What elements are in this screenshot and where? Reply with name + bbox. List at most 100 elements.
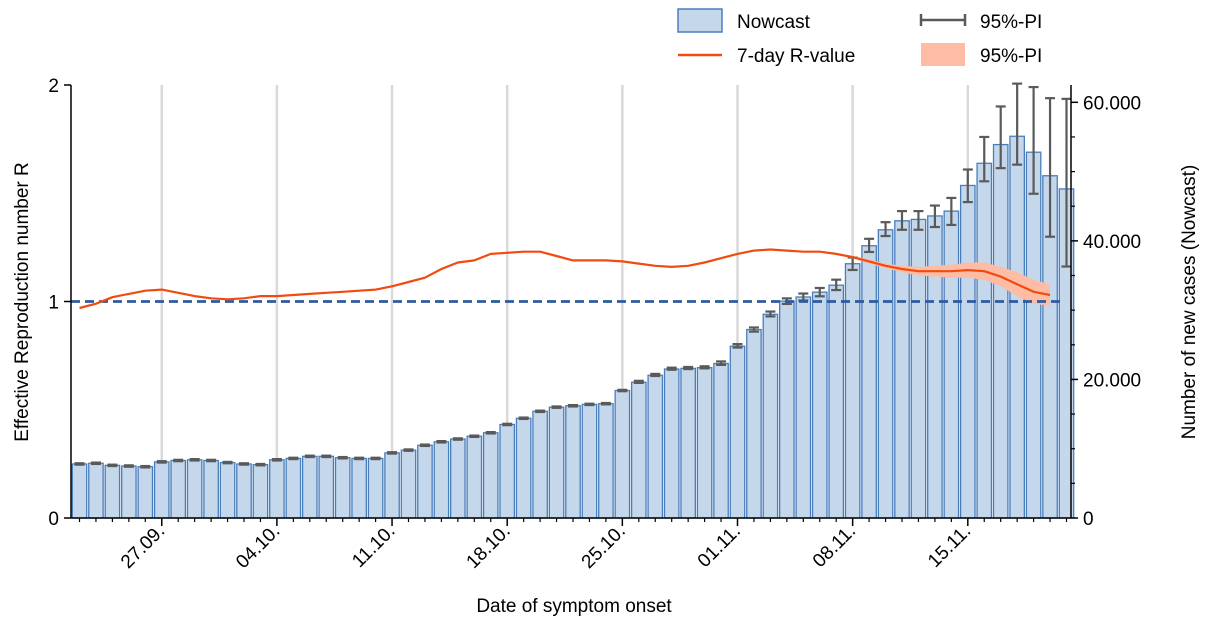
errorbar-04.10.: [271, 458, 282, 462]
bar-29.09.: [186, 459, 203, 519]
bar-27.10.: [647, 374, 664, 519]
errorbar-20.11.: [1045, 97, 1056, 238]
bar-30.10.: [696, 367, 713, 519]
bar-05.11.: [795, 296, 812, 519]
errorbar-03.10.: [255, 462, 266, 467]
bar-24.10.: [598, 403, 614, 519]
bar-01.10.: [219, 461, 236, 519]
errorbar-26.10.: [633, 379, 644, 385]
bar-04.10.: [269, 459, 285, 519]
errorbar-25.10.: [617, 388, 628, 393]
left-tick-label-1: 1: [48, 293, 59, 314]
left-tick-label-0: 0: [48, 509, 59, 530]
right-axis-label: Number of new cases (Nowcast): [1179, 165, 1200, 440]
errorbar-23.10.: [584, 402, 595, 407]
errorbar-09.10.: [354, 456, 365, 461]
bar-12.11.: [910, 218, 927, 519]
bar-03.11.: [762, 313, 779, 519]
errorbar-10.11.: [880, 221, 891, 238]
left-axis-ticks: 0 1 2: [48, 76, 71, 530]
bar-10.10.: [367, 457, 384, 519]
bar-20.10.: [532, 410, 548, 519]
bar-23.09.: [88, 462, 104, 519]
legend-errorbar-swatch: [919, 14, 967, 26]
errorbar-15.11.: [962, 168, 973, 204]
errorbar-05.10.: [288, 456, 299, 461]
bar-17.10.: [482, 432, 499, 519]
errorbar-27.10.: [650, 372, 661, 378]
errorbar-16.11.: [979, 135, 990, 183]
right-tick-label-0: 0: [1083, 509, 1094, 530]
bar-10.11.: [877, 229, 894, 519]
bar-06.11.: [811, 291, 828, 519]
x-axis-label: Date of symptom onset: [476, 596, 672, 617]
nowcast-errorbars: [74, 82, 1072, 469]
errorbar-23.09.: [90, 461, 101, 466]
bar-14.11.: [943, 210, 960, 519]
bar-18.10.: [499, 423, 516, 519]
bar-26.10.: [630, 381, 647, 519]
legend-nowcast-label: Nowcast: [737, 12, 811, 33]
legend-nowcast-swatch: [677, 8, 723, 33]
bar-01.11.: [729, 345, 746, 519]
bar-16.11.: [976, 162, 993, 519]
left-axis-label: Effective Reproduction number R: [12, 162, 33, 442]
errorbar-17.11.: [995, 105, 1006, 170]
bars: [71, 135, 1075, 519]
x-tick-label-15.11.: 15.11.: [924, 521, 975, 572]
errorbar-22.09.: [74, 462, 85, 466]
errorbar-16.10.: [469, 434, 480, 439]
bar-19.11.: [1025, 151, 1042, 519]
bar-31.10.: [713, 362, 729, 519]
errorbar-13.11.: [929, 204, 940, 229]
errorbar-17.10.: [485, 430, 496, 435]
errorbar-03.11.: [765, 310, 776, 318]
bar-09.11.: [861, 245, 877, 519]
bar-18.11.: [1009, 135, 1026, 519]
errorbar-15.10.: [452, 437, 463, 441]
errorbar-02.11.: [748, 326, 759, 333]
legend-band-swatch: [921, 43, 965, 66]
errorbar-01.10.: [222, 460, 233, 465]
errorbar-20.10.: [535, 409, 546, 414]
bar-08.10.: [334, 457, 351, 519]
bar-17.11.: [992, 143, 1009, 519]
bar-19.10.: [515, 417, 532, 519]
errorbar-19.10.: [518, 416, 529, 421]
errorbar-01.11.: [732, 343, 743, 349]
errorbar-06.10.: [304, 454, 315, 459]
x-tick-label-04.10.: 04.10.: [232, 521, 284, 573]
x-axis-ticks: 27.09. 04.10. 11.10. 18.10. 25.10. 01.11. 08.1…: [78, 518, 1068, 573]
bar-15.11.: [959, 184, 976, 519]
x-tick-label-18.10.: 18.10.: [463, 521, 515, 573]
errorbar-28.09.: [173, 458, 184, 463]
bar-23.10.: [581, 403, 598, 519]
errorbar-26.09.: [140, 464, 151, 469]
bar-22.09.: [71, 463, 88, 519]
errorbar-25.09.: [123, 464, 134, 468]
bar-02.11.: [746, 328, 762, 519]
errorbar-18.11.: [1012, 82, 1023, 166]
legend: Nowcast 7-day R-value 95%-PI 95%-PI: [677, 8, 1042, 67]
bar-30.09.: [203, 459, 219, 519]
bar-25.10.: [614, 389, 631, 519]
errorbar-18.10.: [502, 422, 513, 427]
errorbar-14.11.: [946, 196, 957, 227]
bar-07.11.: [828, 284, 845, 519]
r-value-line: [79, 248, 1051, 310]
errorbar-30.09.: [206, 458, 217, 463]
bar-28.09.: [170, 459, 187, 519]
bar-03.10.: [252, 464, 269, 519]
errorbar-09.11.: [864, 237, 875, 254]
errorbar-11.10.: [387, 451, 398, 455]
errorbar-07.11.: [831, 278, 842, 292]
x-tick-label-25.10.: 25.10.: [578, 521, 630, 573]
errorbar-28.10.: [666, 366, 677, 371]
errorbar-27.09.: [156, 460, 167, 464]
bar-05.10.: [285, 457, 302, 519]
r-value-series-line: [79, 248, 1051, 310]
bar-29.10.: [680, 367, 697, 519]
errorbar-06.11.: [814, 286, 825, 298]
bar-25.09.: [121, 465, 137, 519]
